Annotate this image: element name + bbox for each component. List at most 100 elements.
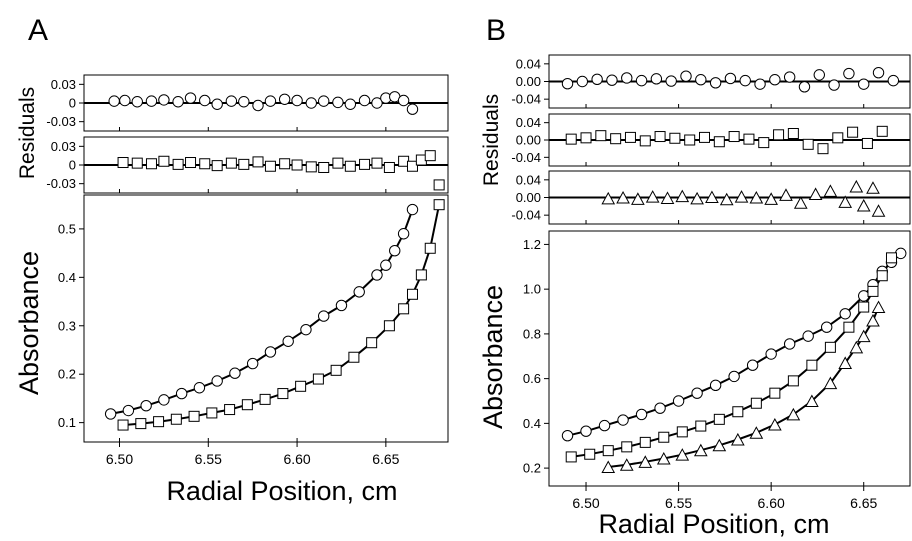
data-point-circle (580, 425, 592, 437)
data-point-square (639, 135, 651, 147)
y-tick-label: 0.5 (58, 221, 76, 236)
data-point-triangle (749, 190, 764, 204)
data-point-circle (131, 96, 143, 108)
data-point-circle (344, 98, 357, 110)
data-point-square (330, 364, 342, 376)
data-point-triangle (856, 198, 871, 212)
data-point-triangle (719, 192, 734, 206)
data-point-circle (887, 74, 900, 87)
y-tick-label: 0.04 (516, 56, 541, 71)
data-point-square (406, 288, 418, 300)
data-point-square (732, 406, 744, 418)
data-point-circle (278, 93, 291, 105)
data-point-square (867, 285, 879, 297)
data-point-square (172, 158, 184, 170)
data-point-square (858, 301, 870, 313)
absorbance-axis-label-a: Absorbance (14, 251, 44, 395)
absorbance-plot-a-2: 0.1 0.2 0.3 0.4 0.5 (58, 194, 449, 443)
data-point-square (802, 138, 814, 150)
data-point-triangle (660, 191, 675, 204)
data-point-circle (119, 94, 131, 107)
data-point-circle (820, 321, 833, 333)
data-point-square (188, 410, 200, 422)
data-point-circle (783, 338, 796, 350)
data-point-circle (672, 395, 685, 407)
data-point-square (847, 126, 859, 138)
panel-letter-b: B (486, 14, 506, 47)
data-point-circle (199, 94, 211, 107)
data-point-triangle (656, 451, 671, 465)
data-point-square (769, 387, 781, 399)
data-point-square (153, 416, 165, 428)
data-point-circle (561, 78, 574, 90)
data-point-circle (252, 99, 264, 112)
data-point-square (658, 431, 670, 443)
data-point-circle (828, 79, 840, 91)
data-point-triangle (749, 426, 764, 439)
data-point-circle (406, 103, 419, 115)
data-point-square (332, 157, 344, 169)
data-point-circle (691, 387, 703, 399)
data-point-circle (172, 96, 184, 108)
y-tick-label: 0.2 (58, 367, 76, 382)
y-tick-label: 0.04 (516, 172, 541, 187)
data-point-circle (724, 72, 737, 85)
y-tick-label: 0 (69, 96, 76, 111)
data-point-circle (246, 357, 259, 370)
y-tick-label: -0.04 (511, 150, 541, 165)
y-tick-label: -0.04 (511, 208, 541, 223)
panel-letter-a: A (28, 14, 48, 47)
x-tick-label: 6.60 (758, 495, 785, 511)
x-tick-label: 6.65 (850, 495, 877, 511)
y-tick-label: 0.00 (516, 190, 541, 205)
data-point-square (787, 128, 799, 139)
x-tick-label: 6.65 (372, 451, 399, 467)
residuals-plot-b-1: 0.04 0.00 -0.04 (511, 113, 911, 167)
data-point-square (135, 418, 147, 430)
data-point-square (669, 132, 681, 144)
data-point-circle (291, 94, 303, 107)
data-point-square (758, 137, 770, 149)
y-tick-label: 0.1 (58, 415, 76, 430)
x-tick-label: 6.55 (195, 451, 222, 467)
data-point-circle (769, 74, 781, 86)
data-point-square (695, 420, 707, 432)
data-point-circle (709, 77, 722, 89)
data-point-circle (140, 399, 152, 412)
data-point-circle (621, 72, 633, 84)
data-point-square (398, 303, 410, 315)
data-point-circle (654, 402, 666, 414)
data-point-triangle (631, 192, 645, 205)
data-point-circle (397, 94, 410, 107)
x-axis-label-a: Radial Position, cm (166, 476, 397, 506)
data-point-circle (332, 96, 344, 109)
data-point-square (199, 158, 211, 170)
data-point-circle (353, 286, 365, 298)
residuals-axis-label-a: Residuals (16, 87, 39, 179)
data-point-square (639, 436, 651, 448)
data-point-square (773, 129, 785, 141)
data-point-square (252, 156, 264, 168)
x-tick-label: 6.50 (106, 451, 133, 467)
data-point-square (366, 337, 378, 349)
data-point-square (225, 157, 237, 169)
data-point-square (654, 131, 666, 143)
data-point-circle (895, 247, 907, 260)
data-point-circle (397, 228, 410, 240)
y-tick-label: -0.04 (511, 92, 541, 107)
y-tick-label: -0.03 (46, 114, 76, 129)
data-point-circle (300, 323, 312, 336)
data-point-square (424, 242, 436, 254)
data-point-triangle (705, 190, 719, 204)
data-point-square (383, 320, 395, 332)
data-point-square (806, 359, 818, 371)
data-point-triangle (693, 443, 708, 457)
data-point-square (277, 388, 289, 400)
data-point-circle (318, 310, 330, 322)
data-point-triangle (601, 460, 616, 473)
data-point-square (876, 270, 888, 282)
y-tick-label: 0.3 (58, 318, 76, 333)
x-axis-label-b: Radial Position, cm (598, 509, 829, 539)
data-point-circle (380, 259, 392, 271)
y-tick-label: 0.4 (58, 270, 76, 285)
